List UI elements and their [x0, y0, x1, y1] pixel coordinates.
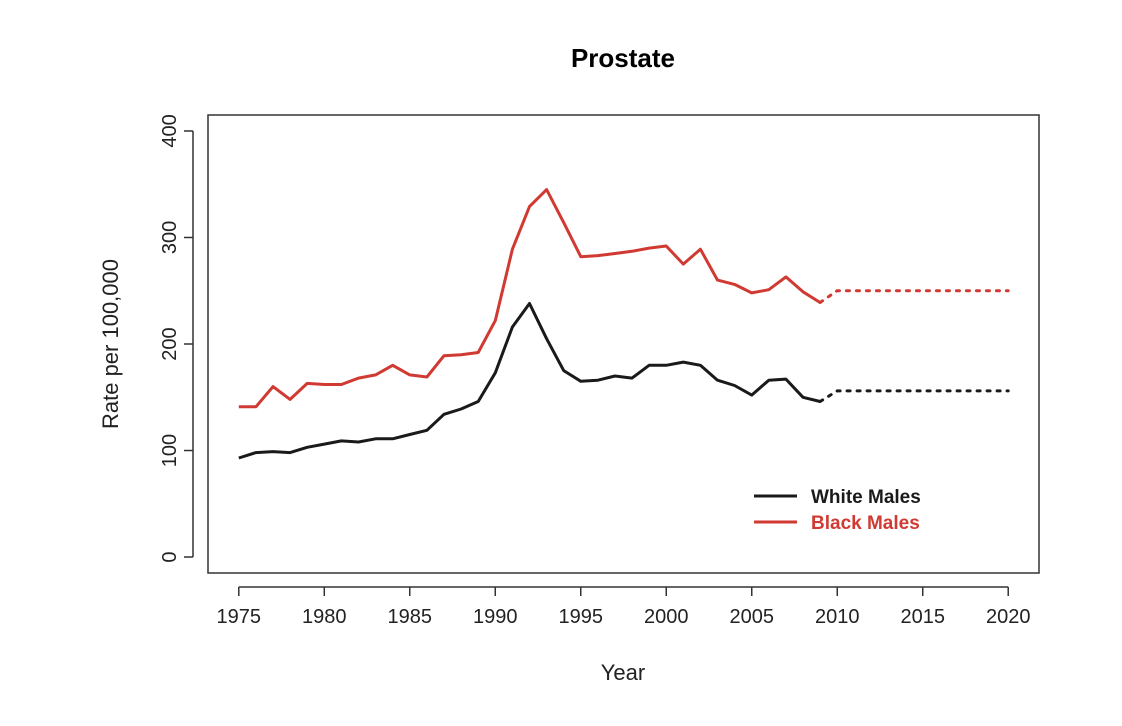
- y-tick-label: 100: [159, 434, 181, 467]
- x-tick-label: 2010: [815, 606, 860, 628]
- y-tick-label: 200: [159, 327, 181, 360]
- x-tick-label: 1980: [302, 606, 347, 628]
- x-tick-label: 1975: [217, 606, 262, 628]
- projection-line-white-males: [818, 389, 1010, 403]
- y-tick-label: 0: [159, 551, 181, 562]
- legend: White Males Black Males: [754, 487, 921, 534]
- x-tick-label: 2000: [644, 606, 689, 628]
- x-axis-label: Year: [601, 660, 645, 685]
- plot-frame: [207, 114, 1040, 574]
- x-tick-label: 2005: [729, 606, 774, 628]
- series-layer: [238, 188, 1010, 460]
- x-tick-label: 1985: [388, 606, 433, 628]
- series-line-white-males: [238, 302, 821, 460]
- x-tick-label: 1990: [473, 606, 518, 628]
- y-axis: 0 100 200 300 400: [159, 114, 194, 563]
- legend-label-black-males: Black Males: [811, 513, 920, 534]
- series-line-black-males: [238, 188, 821, 409]
- y-tick-label: 300: [159, 221, 181, 254]
- x-tick-label: 1995: [559, 606, 604, 628]
- chart-title: Prostate: [571, 43, 675, 73]
- legend-label-white-males: White Males: [811, 487, 921, 508]
- x-tick-label: 2015: [900, 606, 945, 628]
- x-tick-label: 2020: [986, 606, 1031, 628]
- y-tick-label: 400: [159, 114, 181, 147]
- y-axis-label: Rate per 100,000: [98, 259, 123, 429]
- x-axis: 1975 1980 1985 1990 1995 2000 2005 2010 2015 2020: [217, 586, 1031, 628]
- projection-line-black-males: [818, 289, 1010, 304]
